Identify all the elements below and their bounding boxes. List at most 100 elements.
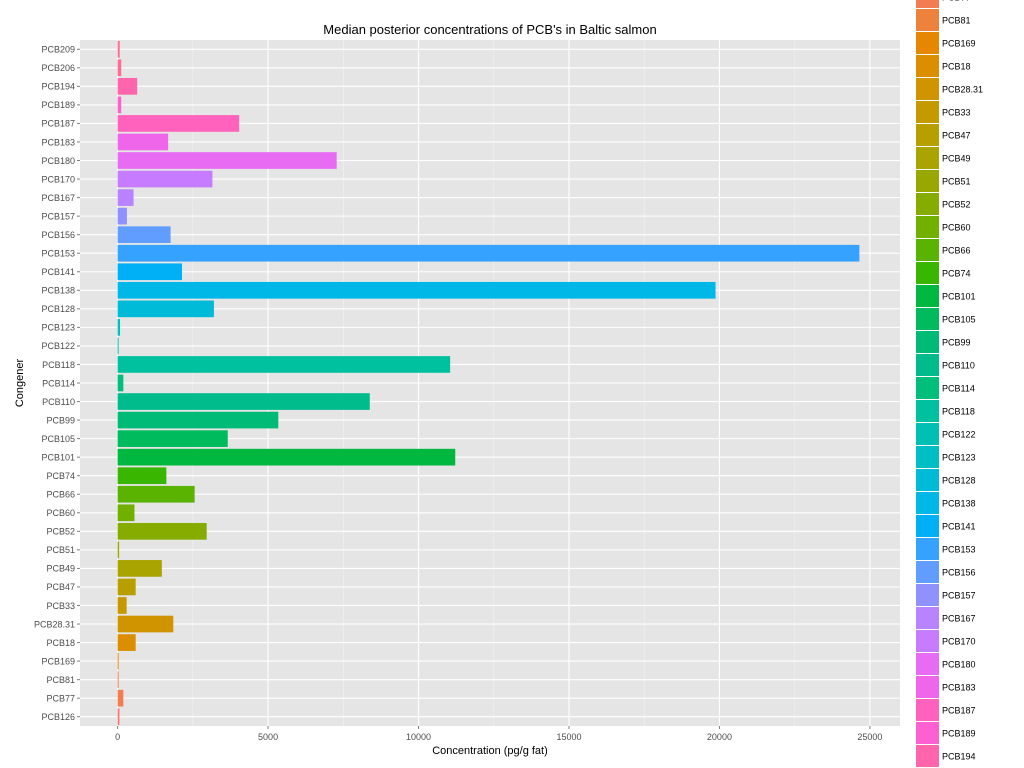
legend-label: PCB156	[942, 568, 976, 578]
bar-PCB153	[117, 244, 860, 262]
legend-key	[916, 239, 939, 261]
legend-key	[916, 32, 939, 54]
bar-PCB99	[117, 411, 279, 429]
legend-label: PCB169	[942, 39, 976, 49]
legend-label: PCB18	[942, 62, 971, 72]
legend-label: PCB189	[942, 729, 976, 739]
legend-label: PCB77	[942, 0, 971, 3]
y-tick-label: PCB206	[41, 63, 75, 73]
legend-key	[916, 78, 939, 100]
legend-label: PCB47	[942, 131, 971, 141]
bar-PCB189	[117, 96, 122, 114]
legend-label: PCB138	[942, 499, 976, 509]
bar-PCB194	[117, 78, 138, 95]
legend-label: PCB49	[942, 154, 971, 164]
y-tick-label: PCB189	[41, 100, 75, 110]
y-tick-label: PCB170	[41, 174, 75, 184]
bar-PCB47	[117, 578, 136, 596]
legend-key	[916, 170, 939, 192]
chart-title: Median posterior concentrations of PCB's…	[323, 22, 656, 37]
bar-PCB52	[117, 522, 207, 540]
legend-key	[916, 515, 939, 537]
y-tick-label: PCB47	[46, 582, 75, 592]
x-tick-label: 10000	[406, 732, 431, 742]
legend-label: PCB187	[942, 706, 976, 716]
bar-PCB157	[117, 207, 127, 225]
legend-label: PCB28.31	[942, 85, 983, 95]
bar-PCB167	[117, 189, 134, 206]
legend-label: PCB153	[942, 545, 976, 555]
y-tick-label: PCB74	[46, 471, 75, 481]
legend-key	[916, 147, 939, 169]
bar-PCB183	[117, 133, 169, 151]
legend-label: PCB157	[942, 591, 976, 601]
y-tick-label: PCB153	[41, 249, 75, 259]
legend-key	[916, 262, 939, 284]
y-tick-label: PCB194	[41, 82, 75, 92]
bar-PCB122	[117, 337, 119, 355]
bar-PCB105	[117, 430, 228, 447]
y-tick-label: PCB114	[42, 378, 75, 388]
legend-label: PCB123	[942, 453, 976, 463]
legend-key	[916, 377, 939, 399]
y-tick-label: PCB167	[41, 193, 75, 203]
x-axis-label: Concentration (pg/g fat)	[432, 745, 548, 757]
y-tick-label: PCB157	[41, 211, 75, 221]
legend: PCB77 PCB81 PCB169 PCB18 PCB28.31 PCB33 PCB47 P…	[916, 0, 983, 767]
bar-PCB206	[117, 59, 122, 77]
bar-PCB128	[117, 300, 214, 318]
legend-key	[916, 584, 939, 606]
y-tick-label: PCB118	[42, 360, 75, 370]
legend-label: PCB194	[942, 752, 976, 762]
y-tick-label: PCB18	[46, 638, 75, 648]
legend-key	[916, 538, 939, 560]
legend-key	[916, 0, 939, 8]
legend-label: PCB167	[942, 614, 976, 624]
legend-label: PCB110	[942, 361, 975, 371]
bar-PCB66	[117, 485, 195, 503]
legend-key	[916, 400, 939, 422]
y-tick-label: PCB105	[41, 434, 75, 444]
legend-label: PCB60	[942, 223, 971, 233]
y-tick-label: PCB180	[41, 156, 75, 166]
y-tick-label: PCB49	[46, 564, 75, 574]
legend-key	[916, 722, 939, 744]
y-tick-label: PCB52	[46, 527, 75, 537]
y-tick-label: PCB156	[41, 230, 75, 240]
bar-PCB141	[117, 263, 183, 281]
y-tick-label: PCB169	[41, 656, 75, 666]
legend-label: PCB81	[942, 16, 971, 26]
y-tick-label: PCB28.31	[34, 619, 75, 629]
y-tick-label: PCB183	[41, 137, 75, 147]
legend-label: PCB141	[942, 522, 976, 532]
legend-key	[916, 446, 939, 468]
bar-PCB114	[117, 374, 124, 392]
bar-PCB18	[117, 634, 136, 651]
y-tick-label: PCB77	[46, 693, 75, 703]
legend-key	[916, 561, 939, 583]
x-tick-label: 5000	[258, 732, 278, 742]
legend-label: PCB51	[942, 177, 971, 187]
legend-label: PCB52	[942, 200, 971, 210]
y-tick-label: PCB122	[41, 341, 75, 351]
x-tick-label: 15000	[556, 732, 581, 742]
y-tick-label: PCB126	[41, 712, 75, 722]
legend-label: PCB114	[942, 384, 975, 394]
y-tick-label: PCB128	[41, 304, 75, 314]
legend-label: PCB128	[942, 476, 976, 486]
y-axis-label: Congener	[14, 359, 26, 408]
bar-PCB28.31	[117, 615, 174, 633]
bar-PCB123	[117, 319, 121, 336]
x-tick-labels: 0 5000 10000 15000 20000 25000	[115, 726, 882, 742]
bar-PCB138	[117, 281, 716, 299]
legend-key	[916, 216, 939, 238]
y-tick-label: PCB141	[41, 267, 75, 277]
legend-key	[916, 193, 939, 215]
bar-PCB33	[117, 597, 127, 614]
y-tick-label: PCB123	[41, 323, 75, 333]
legend-key	[916, 745, 939, 767]
legend-key	[916, 492, 939, 514]
legend-key	[916, 331, 939, 353]
bar-PCB170	[117, 170, 213, 188]
